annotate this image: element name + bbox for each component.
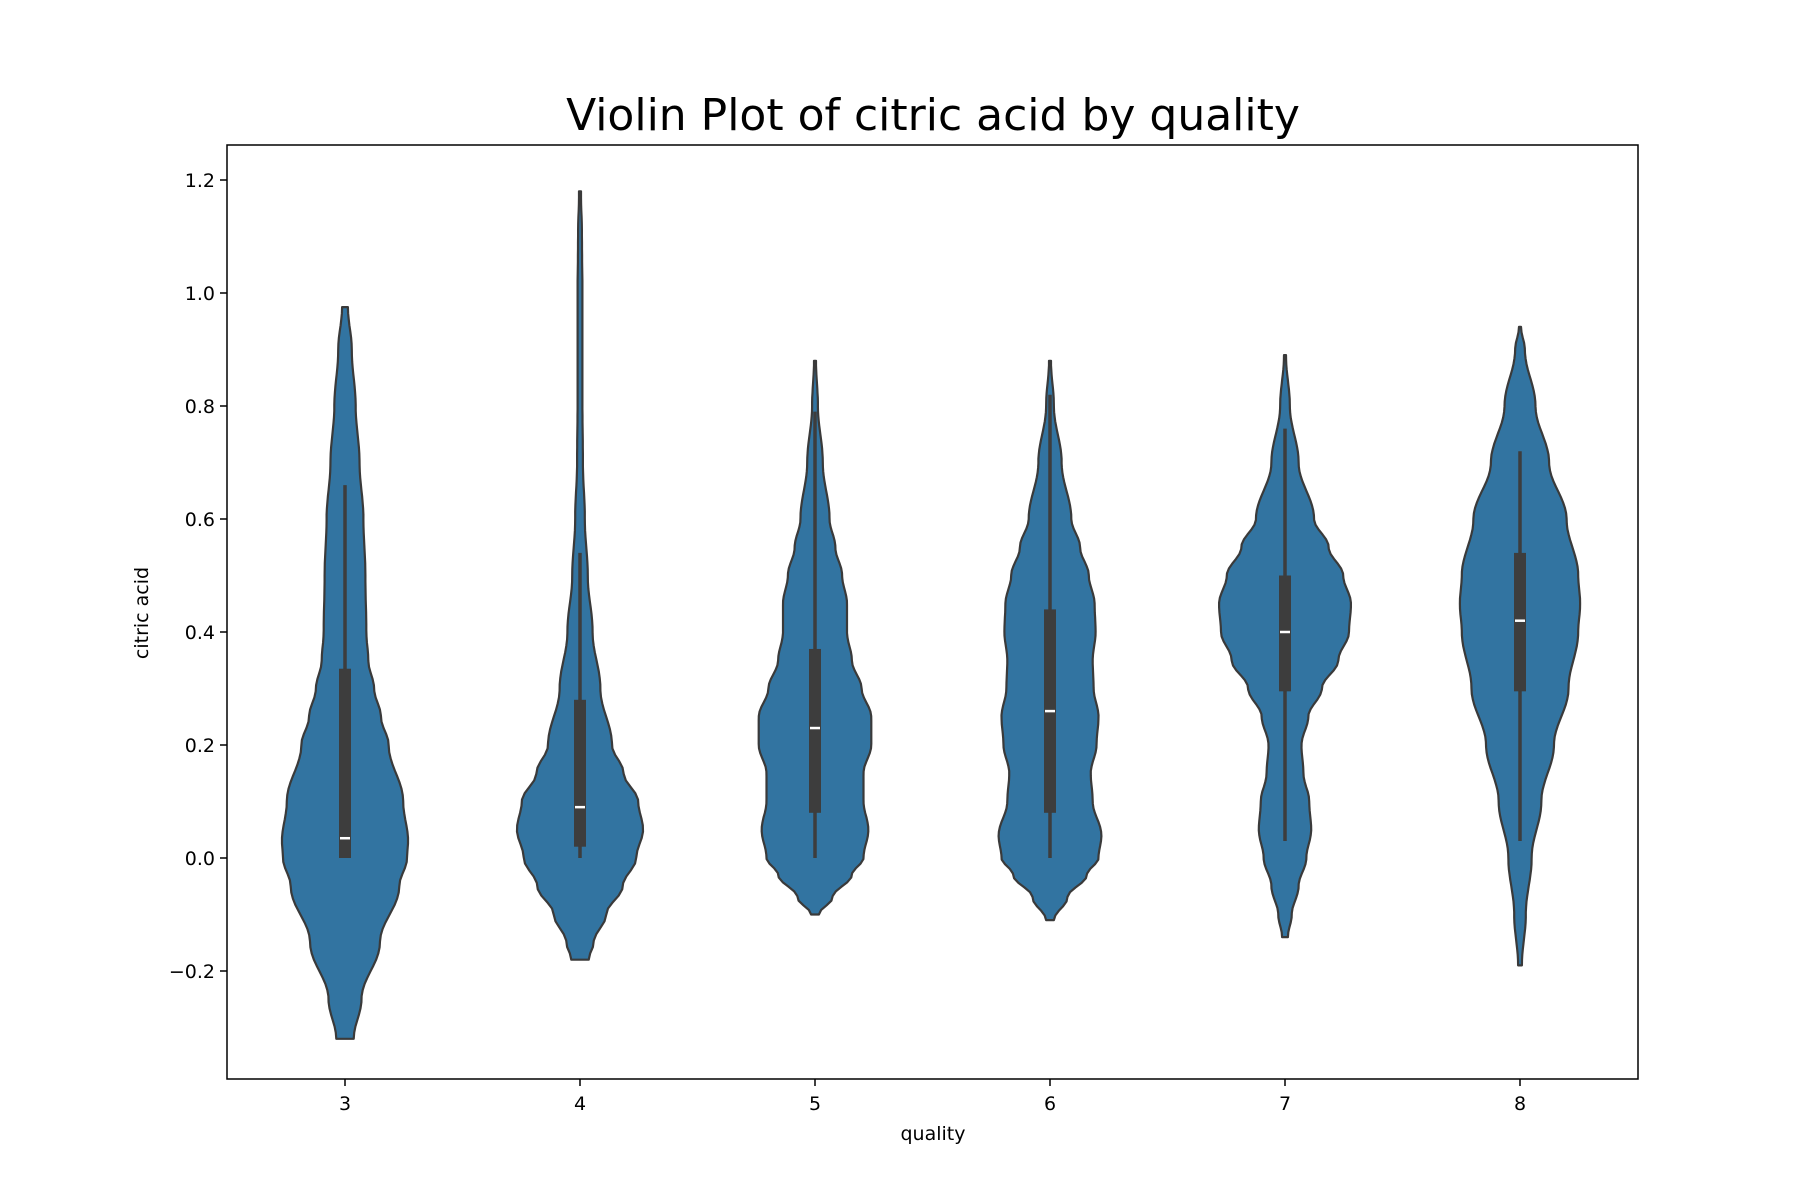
y-tick-label: −0.2	[169, 961, 215, 983]
x-axis-label: quality	[901, 1123, 966, 1145]
y-tick-label: 0.6	[185, 509, 215, 531]
violin-group	[280, 306, 410, 1040]
y-tick-label: 0.0	[185, 848, 215, 870]
x-tick-label: 7	[1279, 1093, 1291, 1115]
violin-iqr-box	[574, 699, 586, 847]
violin-iqr-box	[1279, 575, 1291, 692]
violin-group	[997, 359, 1103, 922]
violin-iqr-box	[1514, 552, 1526, 692]
x-axis: 3 4 5 6 7 8	[339, 1079, 1526, 1115]
y-axis: −0.2 0.0 0.2 0.4 0.6 0.8 1.0 1.2	[169, 170, 227, 983]
x-tick-label: 3	[339, 1093, 351, 1115]
violin-iqr-box	[339, 668, 351, 858]
violin-group	[1458, 325, 1582, 967]
plot-area-frame	[226, 144, 1639, 1080]
violin-group	[515, 190, 645, 961]
y-tick-label: 1.0	[185, 283, 215, 305]
violin-layer	[280, 190, 1582, 1040]
y-axis-label: citric acid	[131, 567, 153, 659]
violin-group	[1218, 354, 1352, 939]
violin-iqr-box	[809, 648, 821, 813]
y-tick-label: 0.2	[185, 735, 215, 757]
y-tick-label: 0.4	[185, 622, 215, 644]
x-tick-label: 4	[574, 1093, 586, 1115]
y-tick-label: 0.8	[185, 396, 215, 418]
x-tick-label: 8	[1514, 1093, 1526, 1115]
violin-group	[757, 359, 873, 916]
x-tick-label: 6	[1044, 1093, 1056, 1115]
x-tick-label: 5	[809, 1093, 821, 1115]
y-tick-label: 1.2	[185, 170, 215, 192]
chart-title: Violin Plot of citric acid by quality	[566, 90, 1300, 141]
